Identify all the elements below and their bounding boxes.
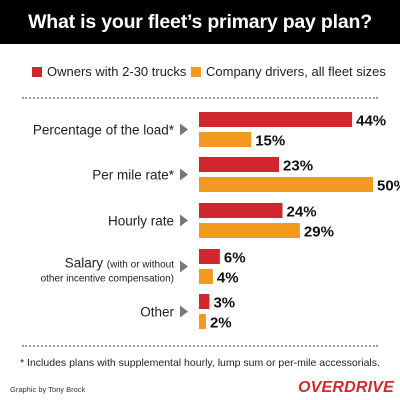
value-label-owners-0: 44% [356, 113, 386, 130]
legend-label-company: Company drivers, all fleet sizes [206, 64, 386, 79]
category-label-1: Per mile rate* [92, 168, 175, 183]
category-label-4: Other [140, 305, 174, 320]
bars [199, 112, 373, 329]
legend-item-owners: Owners with 2-30 trucks [32, 64, 186, 79]
category-arrow-icon [180, 123, 188, 136]
value-label-company-3: 4% [217, 270, 239, 287]
category-arrow-icon [180, 168, 188, 181]
title-bar: What is your fleet’s primary pay plan? [0, 0, 400, 44]
bar-company-1 [199, 177, 373, 192]
value-labels: 44% 15% 23% 50% 24% 29% 6% 4% 3% 2% [210, 113, 400, 332]
value-label-company-2: 29% [304, 224, 334, 241]
category-labels: Percentage of the load* Per mile rate* Hou… [33, 123, 188, 320]
bar-owners-0 [199, 112, 353, 127]
legend-label-owners: Owners with 2-30 trucks [47, 64, 187, 79]
value-label-company-1: 50% [377, 178, 400, 195]
bar-company-0 [199, 132, 252, 147]
bar-owners-3 [199, 249, 220, 264]
legend-swatch-company [191, 66, 201, 77]
category-label-3: Salary (with or without [65, 256, 174, 271]
footnote: * Includes plans with supplemental hourl… [20, 357, 380, 369]
bar-owners-2 [199, 203, 283, 218]
value-label-owners-2: 24% [287, 204, 317, 221]
overdrive-logo: OVERDRIVE [297, 379, 394, 396]
value-label-company-0: 15% [255, 133, 285, 150]
category-label-0: Percentage of the load* [33, 123, 175, 138]
value-label-owners-4: 3% [213, 295, 235, 312]
category-note-3: other incentive compensation) [41, 274, 174, 285]
bar-company-4 [199, 314, 206, 329]
category-arrow-icon [180, 214, 188, 227]
legend-item-company: Company drivers, all fleet sizes [191, 64, 386, 79]
bar-company-3 [199, 269, 213, 284]
category-arrow-icon [180, 260, 188, 273]
category-label-2: Hourly rate [108, 214, 174, 229]
value-label-owners-1: 23% [283, 158, 313, 175]
chart-title: What is your fleet’s primary pay plan? [28, 10, 372, 33]
value-label-owners-3: 6% [224, 250, 246, 267]
value-label-company-4: 2% [210, 315, 232, 332]
graphic-credit: Graphic by Tony Brock [10, 385, 86, 394]
divider-top [22, 97, 378, 99]
legend-swatch-owners [32, 66, 42, 77]
divider-bottom [22, 345, 378, 347]
bar-company-2 [199, 223, 300, 238]
category-arrow-icon [180, 305, 188, 318]
bar-owners-1 [199, 157, 280, 172]
bar-owners-4 [199, 294, 210, 309]
